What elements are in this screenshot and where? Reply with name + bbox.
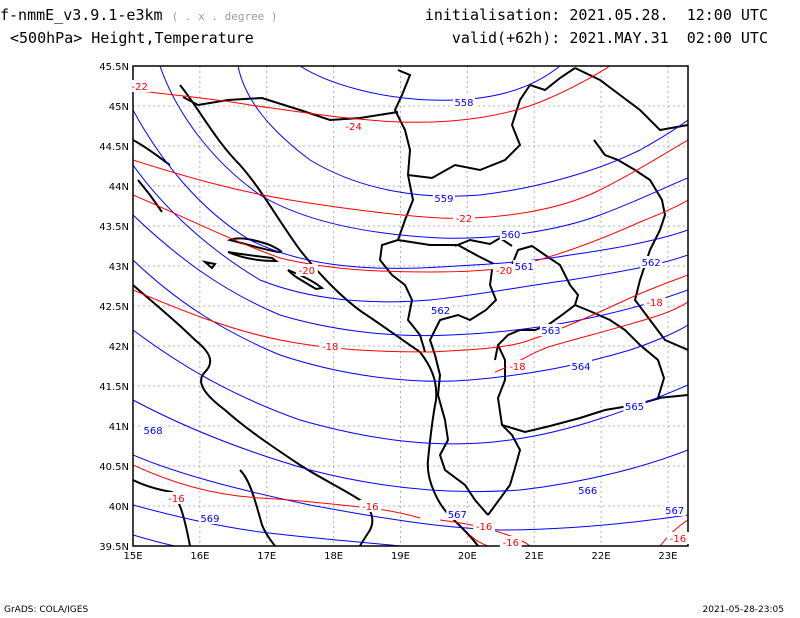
- model-name: f-nmmE_v3.9.1-e3km: [0, 6, 163, 24]
- temperature-contour-label: -18: [509, 362, 525, 373]
- height-contours: [133, 66, 688, 546]
- x-tick-label: 22E: [592, 551, 611, 562]
- y-tick-label: 42.5N: [99, 302, 129, 313]
- y-tick-label: 39.5N: [99, 542, 129, 553]
- axis-ticks: 15E 16E 17E 18E 19E 20E 21E 22E 23E 39.5N 40N 40.5N…: [99, 62, 677, 562]
- temperature-contour-label: -22: [132, 82, 148, 93]
- height-contour-label: 565: [625, 402, 644, 413]
- temperature-contour-label-bg: [319, 340, 342, 352]
- y-tick-label: 41N: [109, 422, 129, 433]
- valid-label: valid(+62h):: [451, 29, 561, 47]
- temperature-contour-label-bg: [473, 520, 496, 532]
- grads-credit: GrADS: COLA/IGES: [4, 605, 89, 615]
- temperature-contour-label: -16: [503, 538, 519, 549]
- init-value: 2021.05.28. 12:00 UTC: [569, 6, 768, 24]
- height-contour-label-bg: [429, 304, 452, 316]
- height-contour-label-bg: [640, 256, 663, 268]
- x-tick-label: 19E: [391, 551, 410, 562]
- temperature-contour-label: -18: [646, 298, 662, 309]
- x-tick-label: 20E: [458, 551, 477, 562]
- height-contour-label-bg: [142, 424, 165, 436]
- initialisation-line: initialisation: 2021.05.28. 12:00 UTC: [425, 6, 768, 24]
- x-tick-label: 16E: [190, 551, 209, 562]
- height-contour-label: 562: [431, 306, 450, 317]
- temperature-contour-label-bg: [128, 80, 151, 92]
- height-contour-label: 564: [571, 362, 590, 373]
- field-title: <500hPa> Height,Temperature: [10, 29, 254, 47]
- country-borders: [182, 67, 688, 516]
- y-tick-label: 45.5N: [99, 62, 129, 73]
- temperature-contour-label: -24: [345, 122, 361, 133]
- temperature-contour-label: -20: [299, 266, 315, 277]
- temperature-contour-label-bg: [165, 492, 188, 504]
- temperature-contour-label-bg: [643, 296, 666, 308]
- y-tick-label: 45N: [109, 102, 129, 113]
- y-tick-label: 43.5N: [99, 222, 129, 233]
- valid-value: 2021.MAY.31 02:00 UTC: [569, 29, 768, 47]
- model-title: f-nmmE_v3.9.1-e3km ( . x . degree ): [0, 6, 278, 26]
- temperature-contour-label-bg: [506, 360, 529, 372]
- contour-labels: 558 559 560 561 562 562 563 564 565 566 567 567 568 5…: [128, 80, 689, 549]
- y-tick-label: 40.5N: [99, 462, 129, 473]
- temperature-contour-label: -16: [362, 502, 378, 513]
- height-contour-label: 561: [515, 262, 534, 273]
- temperature-contour-label: -16: [476, 522, 492, 533]
- temperature-contour-label: -20: [496, 266, 512, 277]
- x-tick-label: 21E: [525, 551, 544, 562]
- height-contour-label-bg: [539, 324, 562, 336]
- height-contour-label-bg: [446, 508, 469, 520]
- temperature-contour-label-bg: [493, 264, 516, 276]
- height-contour-label: 567: [448, 510, 467, 521]
- temperature-contour-label-bg: [359, 500, 382, 512]
- temperature-contour-label: -22: [456, 214, 472, 225]
- x-tick-label: 18E: [324, 551, 343, 562]
- y-tick-label: 44N: [109, 182, 129, 193]
- x-tick-label: 23E: [658, 551, 677, 562]
- render-timestamp: 2021-05-28-23:05: [702, 605, 785, 615]
- height-contour-label-bg: [576, 484, 599, 496]
- temperature-contour-label: -16: [168, 494, 184, 505]
- height-contour-label: 558: [454, 98, 473, 109]
- x-tick-label: 15E: [123, 551, 142, 562]
- height-contour-label-bg: [570, 360, 593, 372]
- height-contour-label-bg: [513, 260, 536, 272]
- init-label: initialisation:: [424, 6, 561, 24]
- height-contour-label: 566: [578, 486, 597, 497]
- height-contour-label: 559: [434, 194, 453, 205]
- height-contour-label: 563: [541, 326, 560, 337]
- temperature-contour-label: -16: [670, 534, 686, 545]
- height-contour-label: 568: [144, 426, 163, 437]
- height-contour-label: 567: [665, 506, 684, 517]
- height-contour-label: 560: [501, 230, 520, 241]
- height-contour-label-bg: [432, 192, 455, 204]
- temperature-contour-label-bg: [295, 264, 318, 276]
- height-contour-label-bg: [198, 512, 221, 524]
- height-contour-label-bg: [623, 400, 646, 412]
- coastlines: [133, 84, 479, 546]
- height-contour-label-bg: [499, 228, 522, 240]
- temperature-contour-label-bg: [499, 536, 522, 548]
- height-contour-label: 569: [200, 514, 219, 525]
- y-tick-label: 41.5N: [99, 382, 129, 393]
- temperature-contour-label-bg: [452, 212, 475, 224]
- height-contour-label-bg: [663, 504, 686, 516]
- y-tick-label: 44.5N: [99, 142, 129, 153]
- height-contour-label: 562: [642, 258, 661, 269]
- y-tick-label: 40N: [109, 502, 129, 513]
- resolution-unit: ( . x . degree ): [171, 10, 278, 23]
- temperature-contour-label: -18: [322, 342, 338, 353]
- map-frame: [132, 65, 689, 547]
- temperature-contour-label-bg: [666, 532, 689, 544]
- valid-line: valid(+62h): 2021.MAY.31 02:00 UTC: [452, 29, 768, 47]
- temperature-contours: [133, 66, 688, 546]
- y-tick-label: 43N: [109, 262, 129, 273]
- y-tick-label: 42N: [109, 342, 129, 353]
- x-tick-label: 17E: [257, 551, 276, 562]
- temperature-contour-label-bg: [342, 120, 365, 132]
- height-contour-label-bg: [452, 96, 475, 108]
